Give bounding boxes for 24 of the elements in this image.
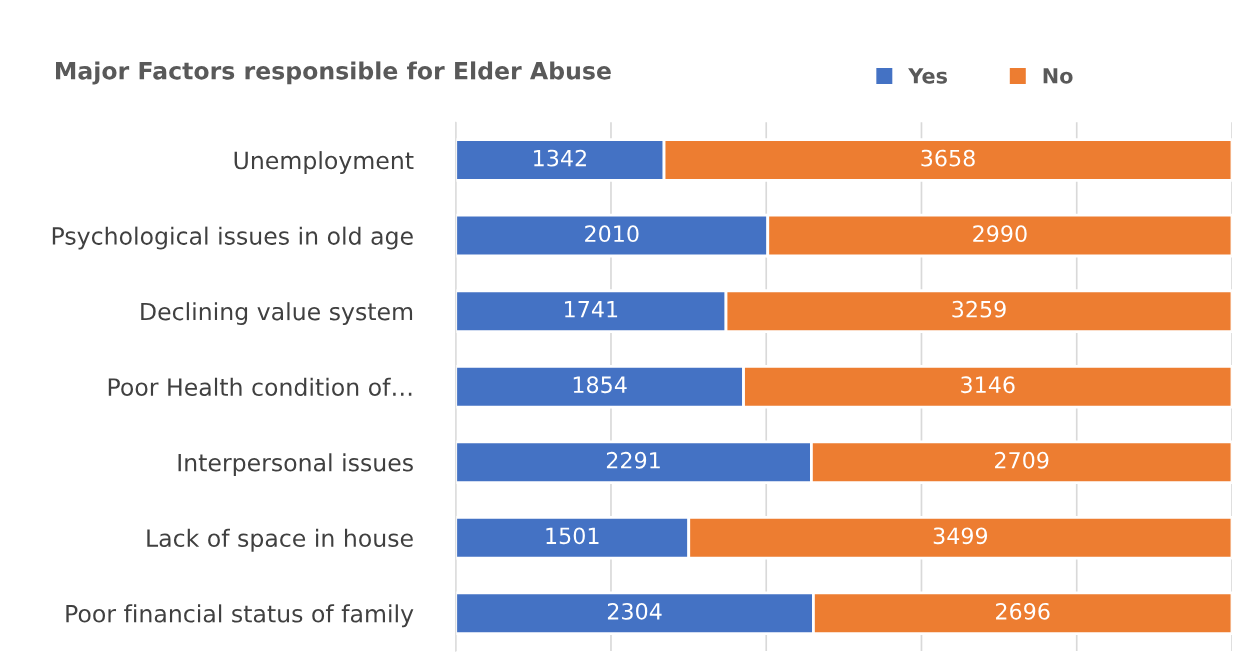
data-label: 2709 <box>995 451 1049 469</box>
data-label: 1342 <box>534 149 586 167</box>
data-label: 1741 <box>565 301 618 318</box>
data-label: 3146 <box>961 376 1015 394</box>
data-label: 3259 <box>952 300 1006 318</box>
data-label: 2291 <box>606 451 660 469</box>
y-tick-label: Poor Health condition of… <box>108 377 412 396</box>
chart-title: Major Factors responsible for Elder Abuse <box>56 61 611 85</box>
data-label: 2010 <box>585 225 639 243</box>
y-tick-label: Psychological issues in old age <box>52 226 413 250</box>
data-label: 2696 <box>996 602 1050 620</box>
y-tick-label: Poor financial status of family <box>66 604 414 628</box>
y-tick-label: Interpersonal issues <box>178 453 413 477</box>
legend-label: Yes <box>908 68 948 84</box>
data-label: 2990 <box>973 225 1027 243</box>
y-tick-label: Unemployment <box>234 151 414 174</box>
y-tick-label: Lack of space in house <box>147 528 413 552</box>
legend-label: No <box>1043 68 1073 84</box>
data-label: 1501 <box>546 527 599 545</box>
data-label: 3658 <box>921 149 975 167</box>
data-label: 3499 <box>933 527 988 545</box>
data-label: 2304 <box>607 602 662 620</box>
data-label: 1854 <box>573 376 627 394</box>
y-tick-label: Declining value system <box>141 302 413 326</box>
